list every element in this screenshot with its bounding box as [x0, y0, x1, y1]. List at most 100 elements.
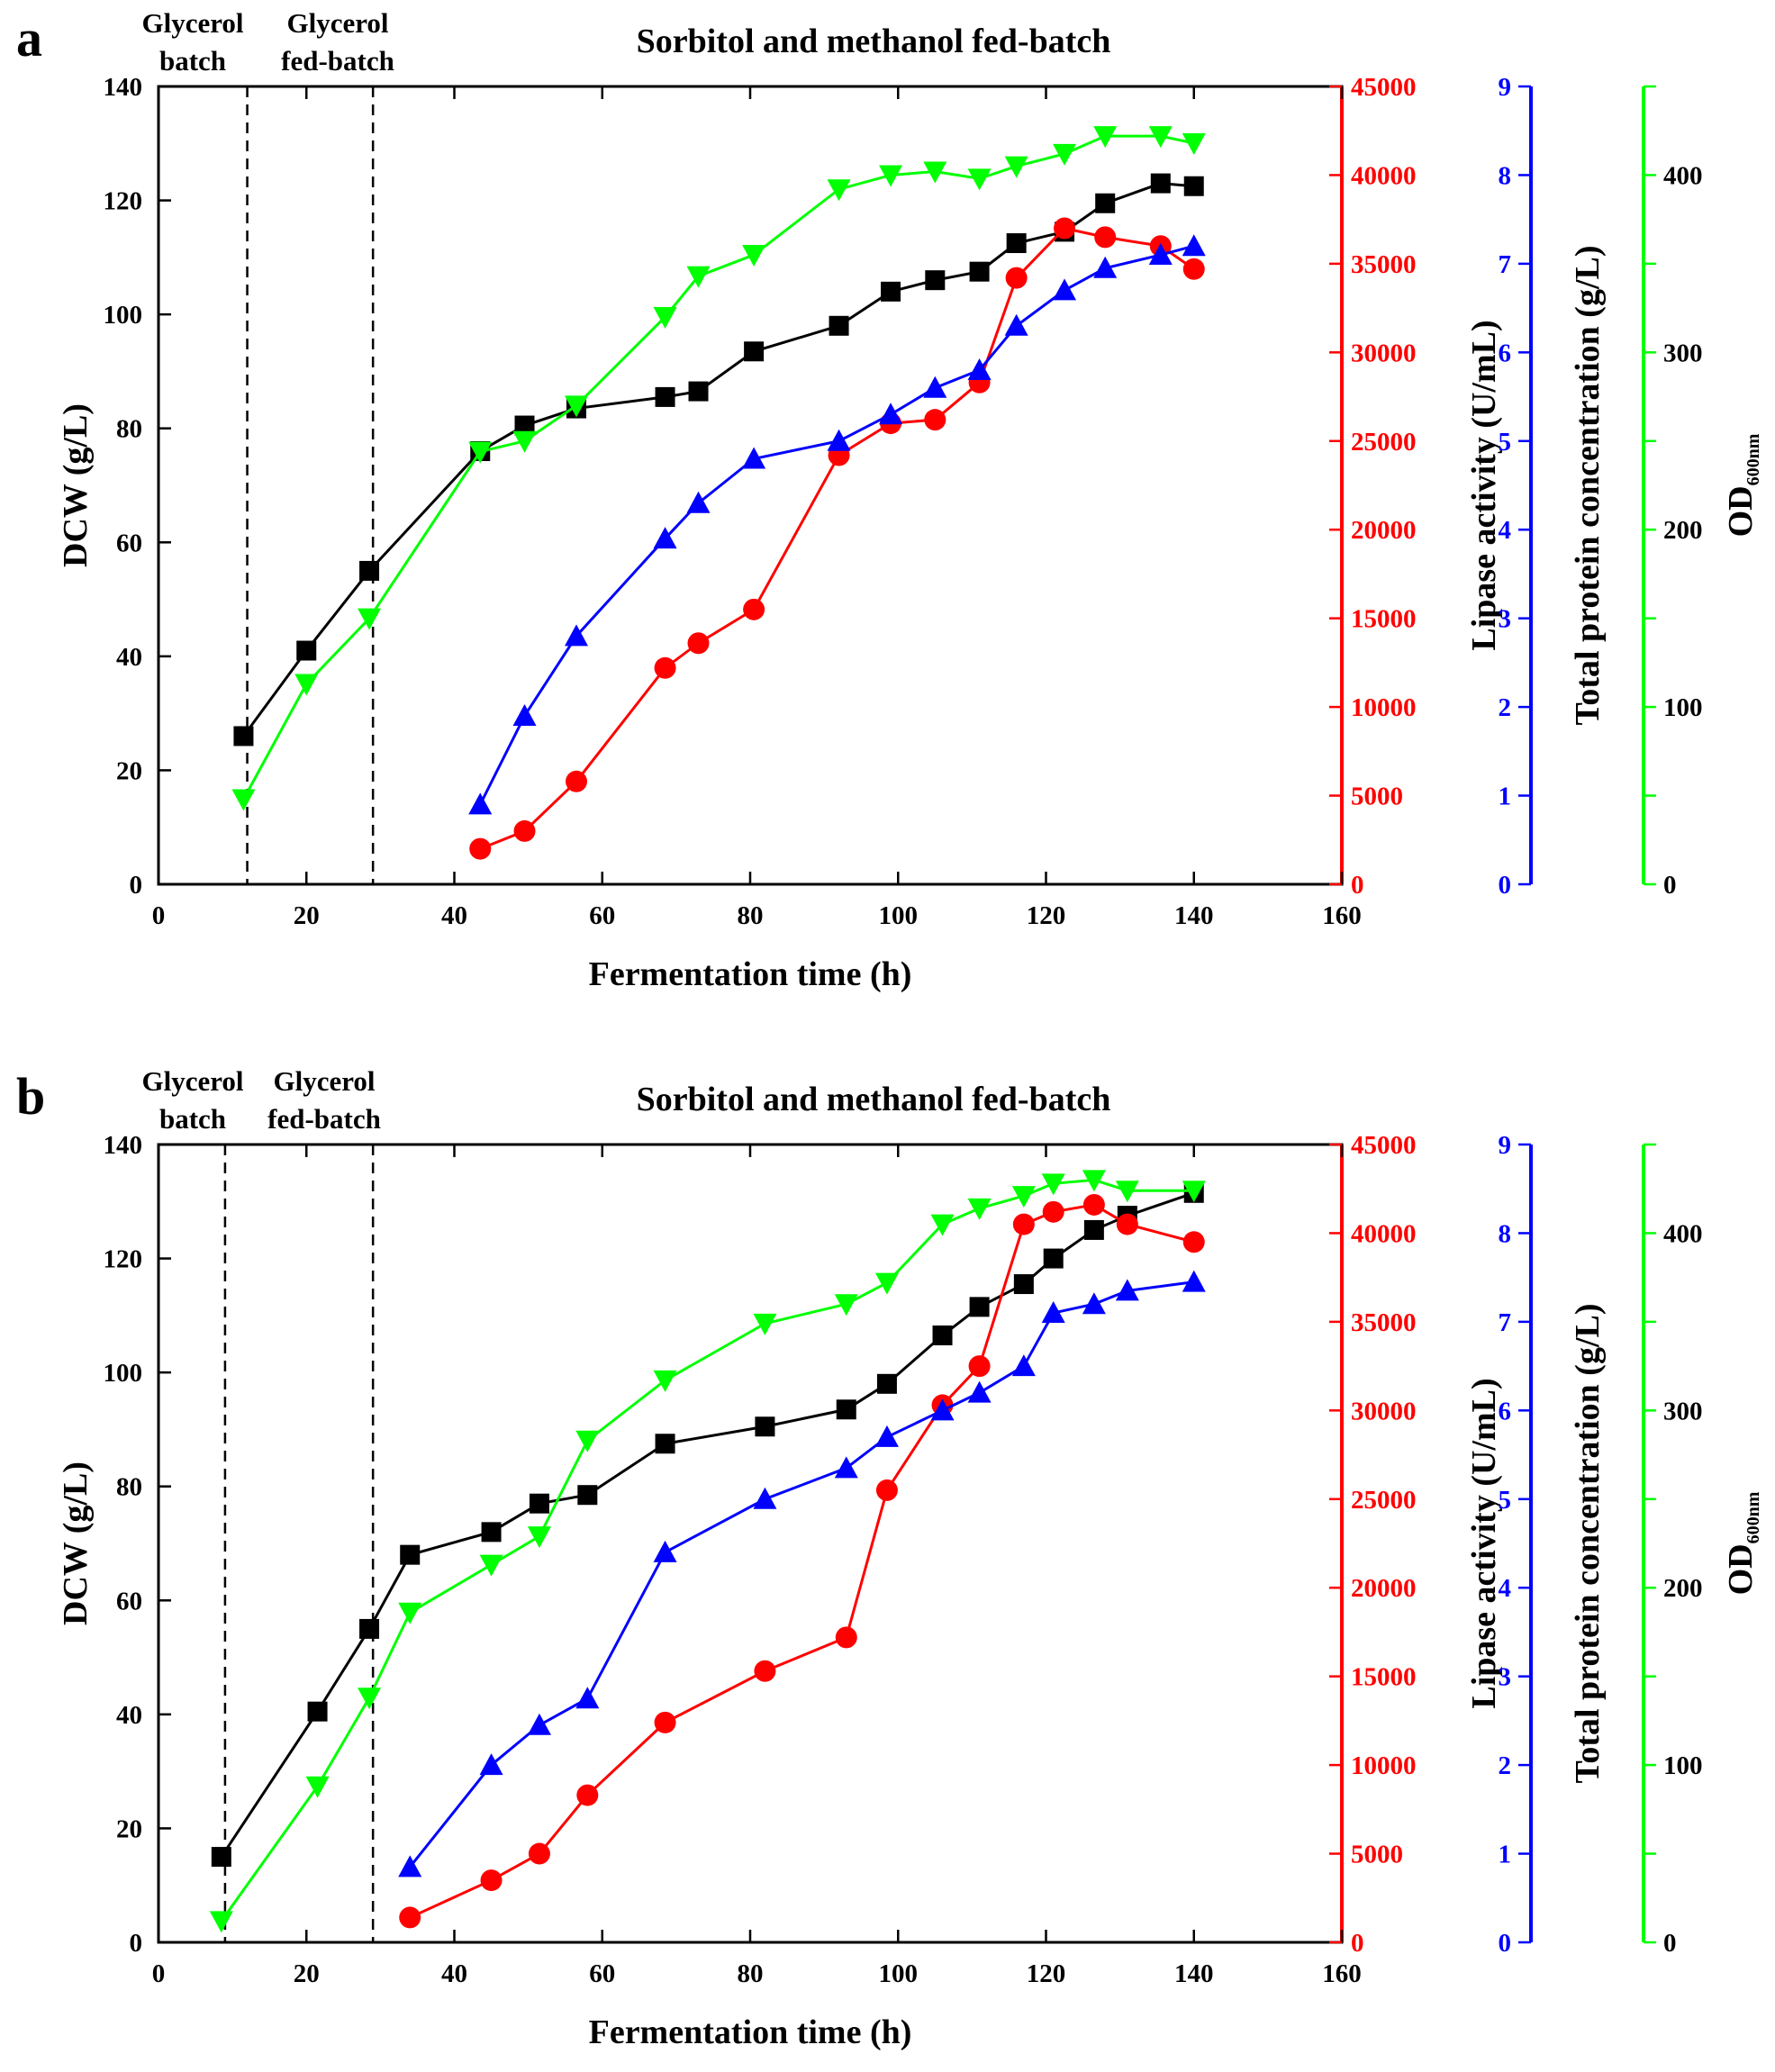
- data-point-dcw: [359, 1618, 380, 1639]
- dcw-tick-label: 40: [116, 643, 142, 672]
- data-point-od: [742, 245, 766, 267]
- data-point-od: [479, 1554, 503, 1577]
- x-tick-label: 60: [589, 1959, 615, 1988]
- dcw-axis-label: DCW (g/L): [57, 1461, 95, 1625]
- data-point-od: [930, 1214, 955, 1236]
- data-point-protein: [827, 429, 851, 451]
- protein-axis-label: Total protein concentration (g/L): [1569, 1303, 1607, 1783]
- od-tick-label: 200: [1663, 1574, 1703, 1603]
- data-point-dcw: [881, 281, 901, 302]
- protein-tick-label: 6: [1499, 1397, 1512, 1425]
- data-point-od: [874, 1272, 899, 1295]
- data-point-od: [923, 161, 947, 184]
- data-point-od: [527, 1526, 551, 1549]
- protein-tick-label: 0: [1499, 1929, 1512, 1958]
- dcw-tick-label: 60: [116, 1587, 142, 1615]
- data-point-od: [1182, 133, 1206, 156]
- data-point-dcw: [829, 315, 849, 336]
- lipase-tick-label: 35000: [1351, 1308, 1417, 1337]
- data-point-protein: [1004, 313, 1028, 336]
- data-point-lipase: [1005, 267, 1028, 289]
- protein-tick-label: 9: [1499, 73, 1512, 102]
- lipase-tick-label: 10000: [1351, 1751, 1417, 1780]
- protein-tick-label: 9: [1499, 1131, 1512, 1160]
- data-point-od: [468, 441, 493, 464]
- x-tick-label: 140: [1174, 901, 1214, 930]
- x-axis-label: Fermentation time (h): [589, 2013, 912, 2051]
- data-point-dcw: [1150, 173, 1171, 194]
- data-point-dcw: [359, 560, 380, 581]
- x-tick-label: 100: [879, 1959, 919, 1988]
- od-tick-label: 400: [1663, 161, 1703, 190]
- x-tick-label: 120: [1027, 1959, 1066, 1988]
- data-point-od: [305, 1776, 330, 1798]
- dcw-tick-label: 100: [104, 1359, 143, 1388]
- data-point-od: [1148, 126, 1173, 149]
- data-point-dcw: [307, 1701, 328, 1722]
- panel-label: a: [16, 9, 42, 68]
- x-tick-label: 20: [294, 1959, 320, 1988]
- data-point-protein: [1011, 1354, 1036, 1377]
- x-axis-label: Fermentation time (h): [589, 955, 912, 993]
- data-point-dcw: [655, 1434, 675, 1454]
- data-point-protein: [653, 1540, 677, 1562]
- data-point-protein: [1182, 234, 1206, 257]
- data-point-protein: [923, 375, 947, 398]
- data-point-od: [358, 1687, 382, 1710]
- data-point-protein: [527, 1713, 551, 1735]
- protein-tick-label: 0: [1499, 871, 1512, 900]
- data-point-od: [1082, 1170, 1106, 1192]
- dcw-tick-label: 140: [104, 1131, 143, 1160]
- data-point-protein: [565, 624, 589, 647]
- data-point-protein: [879, 403, 903, 425]
- data-point-lipase: [1182, 258, 1205, 280]
- data-point-lipase: [743, 598, 765, 620]
- data-point-protein: [930, 1398, 955, 1421]
- data-point-od: [753, 1313, 777, 1335]
- data-point-od: [575, 1430, 600, 1452]
- protein-axis-label: Total protein concentration (g/L): [1569, 245, 1607, 725]
- data-point-lipase: [1042, 1200, 1064, 1223]
- dcw-tick-label: 120: [104, 1245, 143, 1274]
- protein-tick-label: 4: [1499, 516, 1512, 545]
- data-point-lipase: [924, 409, 946, 431]
- data-point-lipase: [754, 1660, 776, 1682]
- od-tick-label: 200: [1663, 516, 1703, 545]
- data-point-lipase: [513, 819, 536, 842]
- lipase-tick-label: 0: [1351, 871, 1364, 900]
- data-point-od: [358, 608, 382, 630]
- od-tick-label: 0: [1663, 871, 1677, 900]
- data-point-protein: [686, 491, 711, 513]
- data-point-lipase: [576, 1784, 599, 1806]
- data-point-protein: [742, 447, 766, 469]
- data-point-protein: [967, 1380, 992, 1403]
- protein-tick-label: 3: [1499, 1663, 1512, 1692]
- data-point-protein: [398, 1855, 422, 1877]
- data-point-dcw: [529, 1493, 549, 1514]
- phase-label-line2: batch: [159, 1103, 226, 1135]
- od-axis-label-subscript: 600nm: [1743, 433, 1763, 485]
- phase-label-line2: batch: [159, 45, 226, 77]
- data-point-dcw: [514, 415, 535, 436]
- lipase-tick-label: 15000: [1351, 1663, 1417, 1692]
- data-point-lipase: [654, 1711, 676, 1733]
- dcw-tick-label: 120: [104, 187, 143, 216]
- dcw-tick-label: 100: [104, 301, 143, 330]
- lipase-axis-label: Lipase activity (U/mL): [1465, 1378, 1503, 1708]
- phase-label-line1: Glycerol: [273, 1065, 375, 1097]
- od-axis-label: OD600nm: [1722, 1491, 1763, 1595]
- data-point-od: [1041, 1173, 1065, 1196]
- panel-a: a Sorbitol and methanol fed-batch Glycerol…: [16, 7, 1763, 993]
- data-point-dcw: [1006, 233, 1027, 254]
- protein-tick-label: 5: [1499, 1486, 1512, 1515]
- dcw-tick-label: 140: [104, 73, 143, 102]
- protein-tick-label: 1: [1499, 1841, 1512, 1869]
- x-tick-label: 40: [441, 901, 467, 930]
- dcw-tick-label: 0: [130, 871, 143, 900]
- phase-label-line1: Glycerol: [286, 7, 388, 39]
- protein-tick-label: 5: [1499, 428, 1512, 457]
- data-point-dcw: [1083, 1219, 1104, 1240]
- lipase-tick-label: 45000: [1351, 73, 1417, 102]
- data-point-protein: [834, 1456, 858, 1479]
- data-point-dcw: [577, 1485, 598, 1506]
